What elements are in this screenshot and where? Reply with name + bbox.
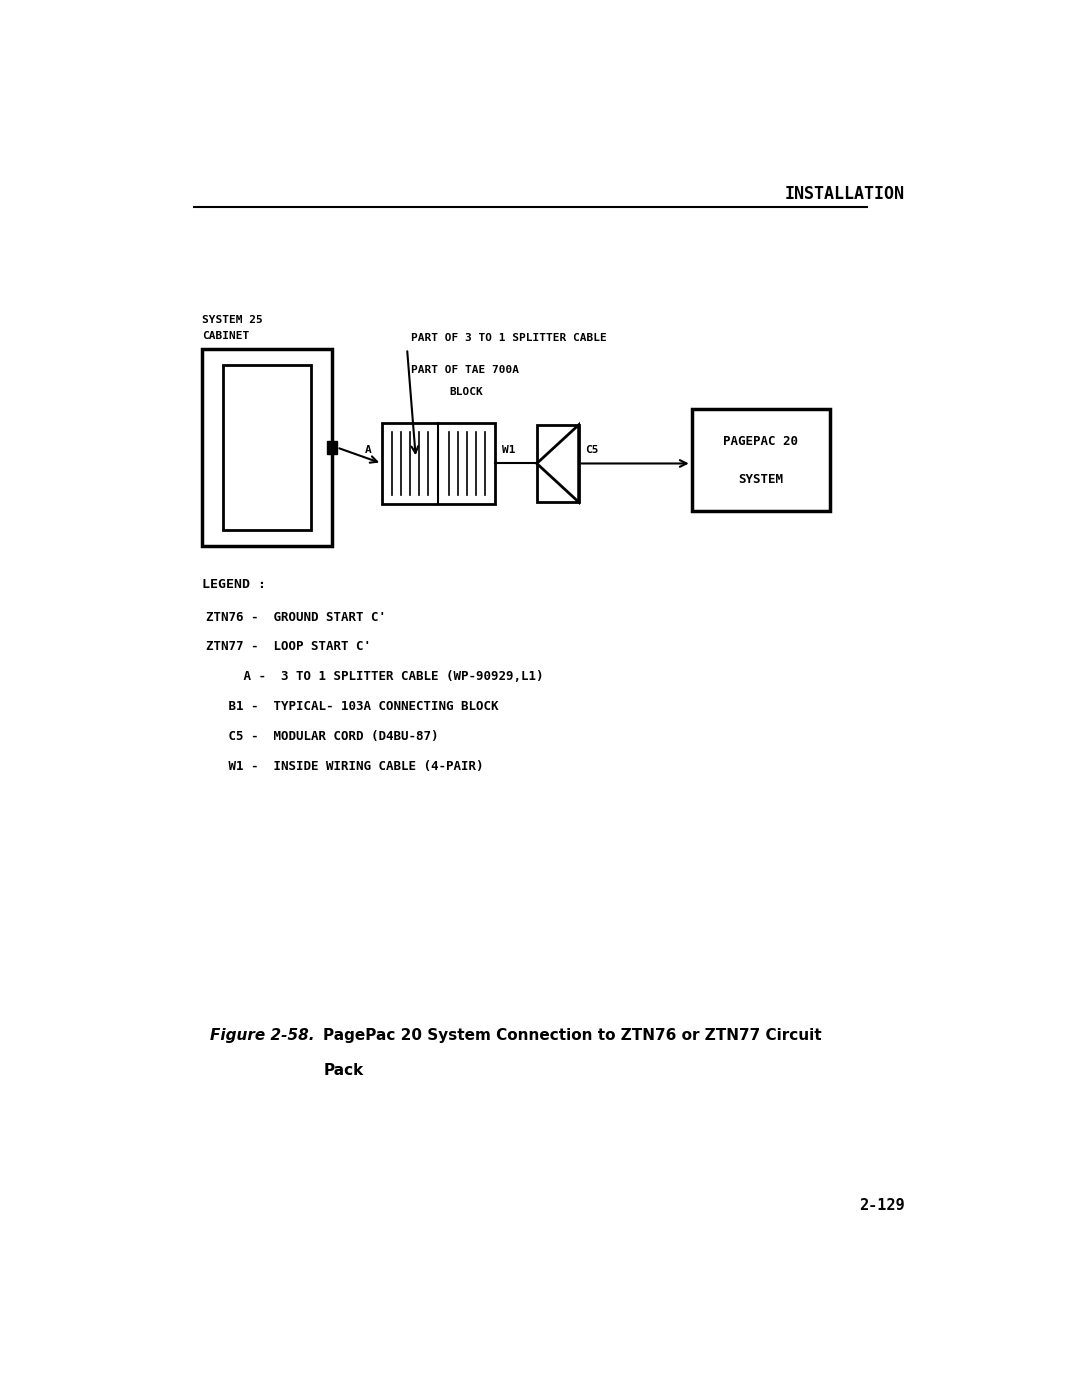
Bar xyxy=(691,410,829,511)
Text: ZTN77 -  LOOP START C': ZTN77 - LOOP START C' xyxy=(206,640,372,653)
Text: C5 -  MODULAR CORD (D4BU-87): C5 - MODULAR CORD (D4BU-87) xyxy=(206,731,438,743)
Text: LEGEND :: LEGEND : xyxy=(202,578,266,592)
Bar xyxy=(382,424,495,504)
Text: B1: B1 xyxy=(555,458,569,468)
Text: A: A xyxy=(365,444,372,456)
Text: SYSTEM 25: SYSTEM 25 xyxy=(202,315,262,325)
Text: A -  3 TO 1 SPLITTER CABLE (WP-90929,L1): A - 3 TO 1 SPLITTER CABLE (WP-90929,L1) xyxy=(206,671,543,683)
Text: SYSTEM: SYSTEM xyxy=(738,474,783,486)
Text: C5: C5 xyxy=(585,444,598,456)
Text: CABINET: CABINET xyxy=(202,331,249,342)
Bar xyxy=(222,364,311,531)
Bar xyxy=(202,349,332,546)
Text: PagePac 20 System Connection to ZTN76 or ZTN77 Circuit: PagePac 20 System Connection to ZTN76 or… xyxy=(323,1028,822,1043)
Text: B1 -  TYPICAL- 103A CONNECTING BLOCK: B1 - TYPICAL- 103A CONNECTING BLOCK xyxy=(206,700,499,714)
Polygon shape xyxy=(537,425,579,501)
Text: PART OF 3 TO 1 SPLITTER CABLE: PART OF 3 TO 1 SPLITTER CABLE xyxy=(411,333,607,343)
Text: Pack: Pack xyxy=(323,1063,364,1078)
Text: ZTN77: ZTN77 xyxy=(248,475,285,488)
Text: OR: OR xyxy=(259,440,274,454)
Text: W1: W1 xyxy=(501,444,515,456)
Text: BLOCK: BLOCK xyxy=(449,386,483,397)
Bar xyxy=(537,425,579,501)
Text: 2-129: 2-129 xyxy=(860,1197,905,1213)
Text: PAGEPAC 20: PAGEPAC 20 xyxy=(724,435,798,447)
Text: W1 -  INSIDE WIRING CABLE (4-PAIR): W1 - INSIDE WIRING CABLE (4-PAIR) xyxy=(206,760,484,774)
Bar xyxy=(326,442,337,454)
Text: PART OF TAE 700A: PART OF TAE 700A xyxy=(411,365,519,375)
Text: Figure 2-58.: Figure 2-58. xyxy=(211,1028,315,1043)
Text: ZTN76 -  GROUND START C': ZTN76 - GROUND START C' xyxy=(206,611,387,624)
Text: ZTN76: ZTN76 xyxy=(248,407,285,419)
Text: INSTALLATION: INSTALLATION xyxy=(785,185,905,203)
